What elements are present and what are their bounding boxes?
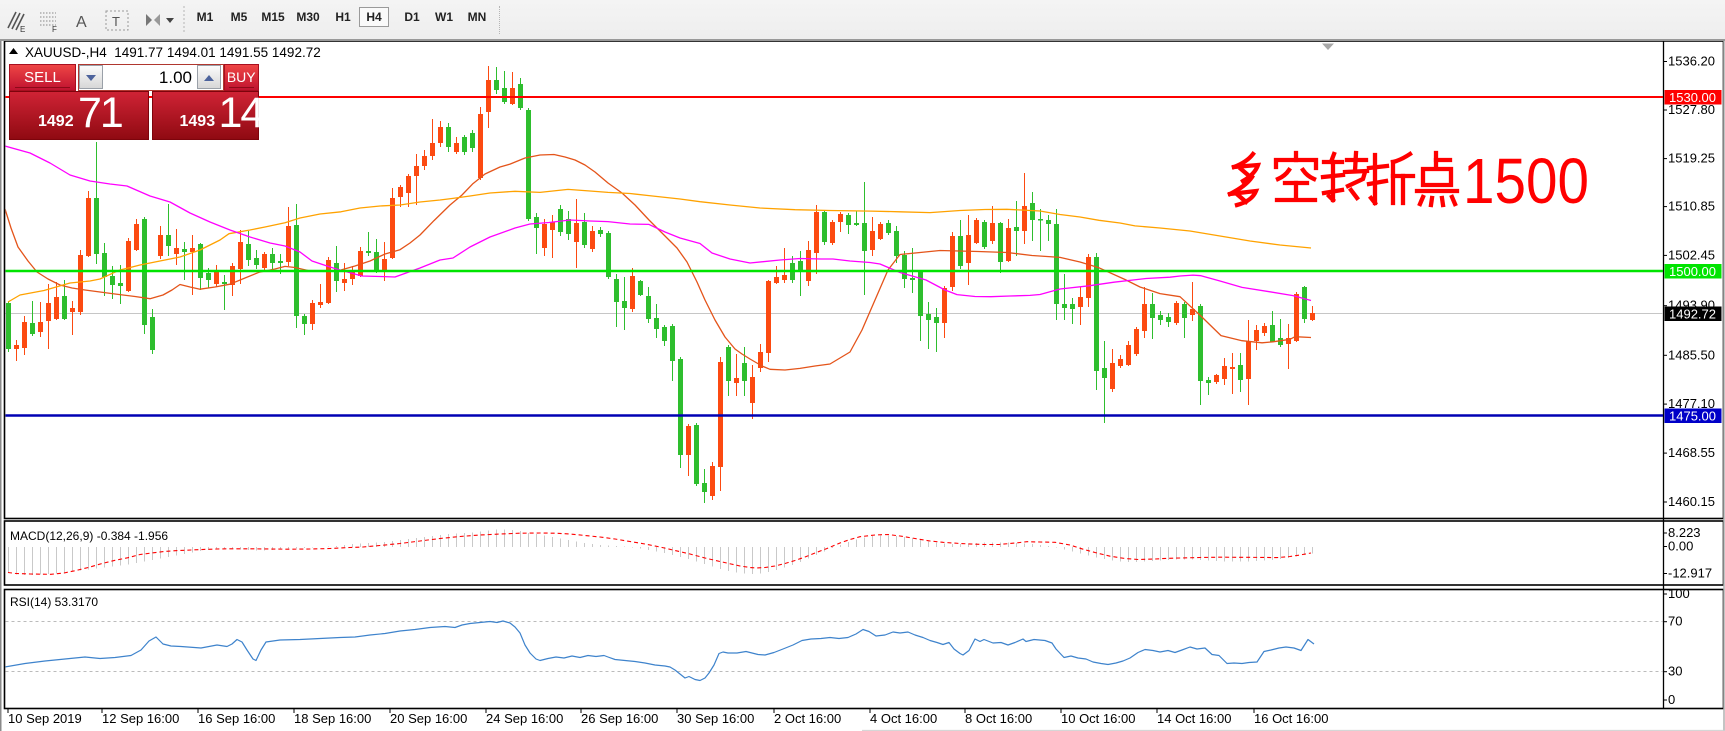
svg-text:1519.25: 1519.25 [1668,151,1715,166]
svg-text:1477.10: 1477.10 [1668,396,1715,411]
svg-text:100: 100 [1668,586,1690,601]
svg-text:1500.00: 1500.00 [1669,264,1716,279]
svg-text:1502.45: 1502.45 [1668,247,1715,262]
svg-text:MACD(12,26,9) -0.384 -1.956: MACD(12,26,9) -0.384 -1.956 [10,529,168,543]
svg-text:8 Oct 16:00: 8 Oct 16:00 [965,711,1032,726]
svg-text:24 Sep 16:00: 24 Sep 16:00 [486,711,563,726]
svg-text:1492.72: 1492.72 [1669,306,1716,321]
svg-text:16 Oct 16:00: 16 Oct 16:00 [1254,711,1328,726]
svg-text:10 Oct 16:00: 10 Oct 16:00 [1061,711,1135,726]
svg-text:70: 70 [1668,614,1682,629]
svg-text:20 Sep 16:00: 20 Sep 16:00 [390,711,467,726]
svg-text:8.223: 8.223 [1668,525,1701,540]
svg-text:T: T [112,14,120,29]
svg-text:1500: 1500 [1463,150,1589,212]
svg-text:18 Sep 16:00: 18 Sep 16:00 [294,711,371,726]
svg-text:-12.917: -12.917 [1668,566,1712,581]
svg-text:30 Sep 16:00: 30 Sep 16:00 [677,711,754,726]
svg-text:XAUUSD-,H4 1491.77 1494.01 14: XAUUSD-,H4 1491.77 1494.01 1491.55 1492.… [25,45,321,60]
svg-text:1510.85: 1510.85 [1668,199,1715,214]
svg-text:1468.55: 1468.55 [1668,445,1715,460]
svg-text:1485.50: 1485.50 [1668,347,1715,362]
svg-text:2 Oct 16:00: 2 Oct 16:00 [774,711,841,726]
svg-text:12 Sep 16:00: 12 Sep 16:00 [102,711,179,726]
svg-text:F: F [52,25,57,34]
svg-text:1475.00: 1475.00 [1669,408,1716,423]
svg-text:10 Sep 2019: 10 Sep 2019 [8,711,82,726]
svg-text:1530.00: 1530.00 [1669,90,1716,105]
svg-text:14 Oct 16:00: 14 Oct 16:00 [1157,711,1231,726]
svg-text:30: 30 [1668,664,1682,679]
svg-text:1460.15: 1460.15 [1668,494,1715,509]
svg-text:26 Sep 16:00: 26 Sep 16:00 [581,711,658,726]
svg-text:1527.80: 1527.80 [1668,102,1715,117]
svg-text:E: E [20,25,25,34]
svg-text:0: 0 [1668,692,1675,707]
svg-text:4 Oct 16:00: 4 Oct 16:00 [870,711,937,726]
svg-text:16 Sep 16:00: 16 Sep 16:00 [198,711,275,726]
svg-text:1536.20: 1536.20 [1668,54,1715,69]
svg-text:A: A [76,14,87,31]
svg-text:RSI(14) 53.3170: RSI(14) 53.3170 [10,595,98,609]
svg-text:0.00: 0.00 [1668,539,1693,554]
